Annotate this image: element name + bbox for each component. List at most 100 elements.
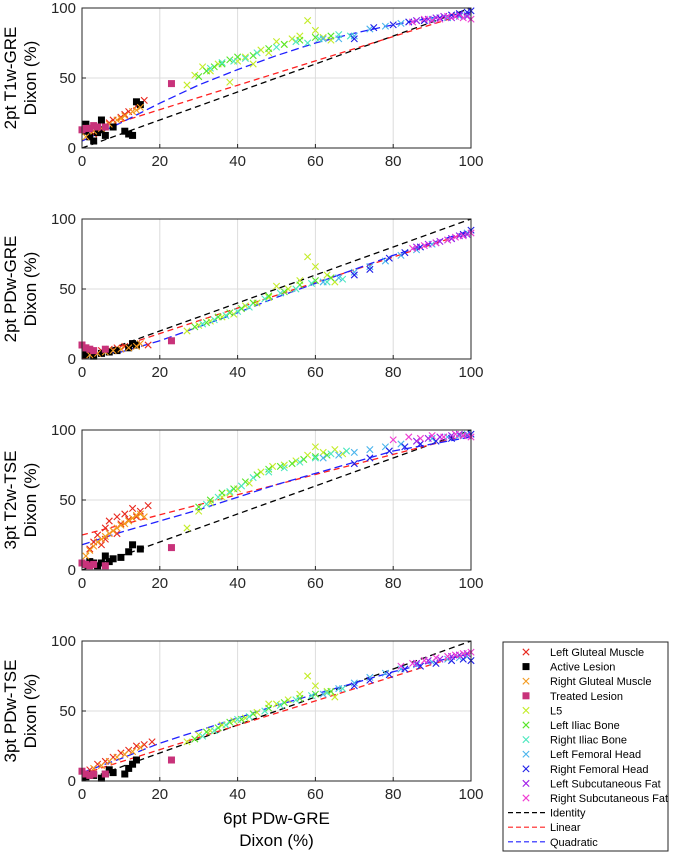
- data-point: [272, 43, 281, 51]
- data-point: [113, 530, 121, 538]
- data-point: [350, 682, 358, 690]
- data-point: [90, 347, 98, 355]
- series-left-iliac-bone: [195, 451, 331, 511]
- data-point: [265, 45, 273, 53]
- data-point: [195, 321, 203, 329]
- data-point: [113, 347, 121, 355]
- legend-label: Left Subcutaneous Fat: [550, 778, 661, 790]
- data-point: [97, 349, 105, 357]
- legend-box: [502, 641, 669, 852]
- data-point: [366, 673, 374, 681]
- legend-item-quadratic: Quadratic: [508, 837, 598, 849]
- x-tick-label: 80: [385, 575, 402, 592]
- data-point: [296, 458, 304, 466]
- x-tick-label: 100: [458, 575, 483, 592]
- data-point: [230, 57, 238, 65]
- data-point: [199, 320, 207, 328]
- data-point: [97, 559, 105, 567]
- data-point: [195, 503, 203, 511]
- data-point: [128, 748, 137, 756]
- legend-marker: [522, 779, 530, 787]
- x-tick-label: 80: [385, 786, 402, 803]
- data-point: [440, 433, 448, 441]
- data-point: [249, 60, 257, 68]
- data-point: [319, 35, 327, 43]
- data-point: [416, 434, 425, 442]
- x-axis-label: Dixon (%): [239, 831, 314, 850]
- data-point: [304, 17, 312, 25]
- data-point: [86, 771, 94, 779]
- data-point: [436, 237, 444, 245]
- legend-label: Treated Lesion: [550, 691, 623, 703]
- data-point: [280, 461, 288, 469]
- data-point: [311, 443, 319, 451]
- data-point: [132, 756, 140, 764]
- data-point: [447, 235, 456, 243]
- data-point: [261, 295, 269, 303]
- data-point: [199, 732, 207, 740]
- y-tick-label: 100: [51, 211, 76, 228]
- fit-line-linear: [81, 433, 472, 536]
- data-point: [272, 38, 281, 46]
- x-tick-label: 0: [78, 575, 86, 592]
- data-point: [412, 437, 421, 445]
- y-tick-label: 0: [68, 773, 76, 790]
- data-point: [424, 434, 432, 442]
- data-point: [335, 451, 343, 459]
- series-right-subcutaneous-fat: [397, 648, 475, 670]
- data-point: [463, 12, 471, 20]
- legend-item-linear: Linear: [508, 822, 581, 834]
- data-point: [109, 527, 117, 535]
- data-point: [409, 244, 417, 252]
- data-point: [183, 327, 191, 335]
- data-point: [136, 101, 144, 109]
- data-point: [117, 553, 125, 561]
- data-point: [121, 770, 129, 778]
- data-point: [129, 340, 137, 348]
- data-point: [451, 12, 460, 20]
- data-point: [311, 454, 319, 462]
- x-tick-label: 0: [78, 153, 86, 170]
- x-tick-label: 20: [151, 575, 168, 592]
- data-point: [257, 46, 265, 54]
- y-tick-label: 0: [68, 140, 76, 157]
- data-point: [444, 12, 452, 20]
- data-point: [121, 510, 129, 518]
- data-point: [397, 19, 405, 27]
- legend: Left Gluteal Muscle Active Lesion Right Gl…: [502, 641, 669, 852]
- data-point: [327, 687, 335, 695]
- data-point: [405, 433, 413, 441]
- data-point: [350, 271, 358, 279]
- fit-line-identity: [81, 640, 472, 782]
- data-point: [366, 263, 374, 271]
- series-left-femoral-head: [319, 652, 471, 698]
- data-point: [245, 713, 253, 721]
- data-point: [121, 127, 129, 135]
- data-point: [249, 474, 257, 482]
- data-point: [82, 133, 90, 141]
- y-tick-label: 50: [59, 492, 76, 509]
- data-point: [90, 560, 98, 568]
- data-point: [280, 464, 288, 472]
- data-point: [113, 753, 121, 761]
- series-active-lesion: [82, 98, 144, 145]
- chart-panel-2: 0 20 40 60 80 100 0 50 100 2pt PDw-GRE Dixon (%): [1, 211, 484, 381]
- series-right-iliac-bone: [202, 447, 351, 508]
- data-point: [319, 690, 327, 698]
- data-point: [101, 131, 109, 139]
- data-point: [183, 738, 191, 746]
- legend-marker: [522, 794, 530, 802]
- data-point: [311, 26, 319, 34]
- legend-item-l5: L5: [522, 705, 562, 717]
- legend-marker: [522, 765, 530, 773]
- data-point: [82, 120, 90, 128]
- series-right-gluteal-muscle: [82, 510, 148, 560]
- data-point: [401, 249, 409, 257]
- data-point: [432, 239, 440, 247]
- data-point: [222, 312, 230, 320]
- data-point: [109, 769, 117, 777]
- data-point: [206, 317, 214, 325]
- legend-label: Right Subcutaneous Fat: [550, 793, 668, 805]
- legend-item-left-femoral-head: Left Femoral Head: [522, 749, 641, 761]
